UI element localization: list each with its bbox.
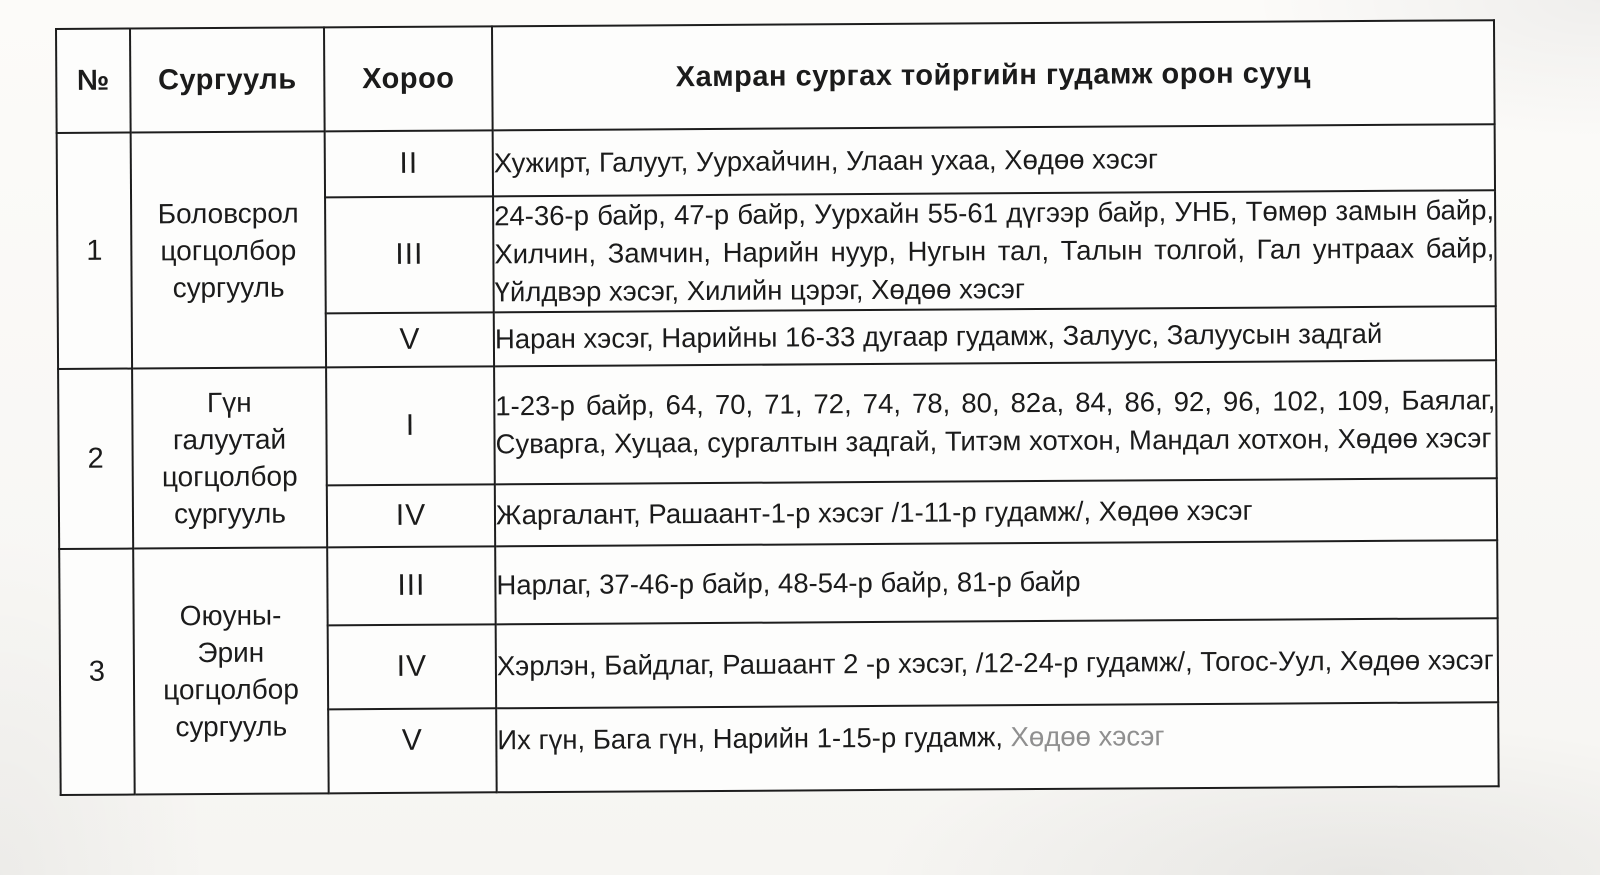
group2-area-2: Жаргалант, Рашаант-1-р хэсэг /1-11-р гуд… bbox=[494, 478, 1498, 547]
group2-school-name: Гүн галуутай цогцолбор сургууль bbox=[132, 367, 328, 549]
group2-area-1: 1-23-р байр, 64, 70, 71, 72, 74, 78, 80,… bbox=[494, 360, 1497, 485]
school-district-table: № Сургууль Хороо Хамран сургах тойргийн … bbox=[55, 19, 1500, 796]
group3-khoroo-2: IV bbox=[327, 624, 497, 710]
group3-area-3-text: Их гүн, Бага гүн, Нарийн 1-15-р гудамж, bbox=[497, 721, 1011, 756]
group3-area-3: Их гүн, Бага гүн, Нарийн 1-15-р гудамж, … bbox=[496, 702, 1499, 793]
group2-khoroo-1: I bbox=[326, 366, 495, 486]
group1-school-name: Боловсрол цогцолбор сургууль bbox=[130, 131, 327, 369]
table-row: 3 Оюуны- Эрин цогцолбор сургууль III Нар… bbox=[59, 540, 1498, 795]
group1-area-1: Хужирт, Галуут, Уурхайчин, Улаан ухаа, Х… bbox=[492, 124, 1496, 197]
group3-area-2: Хэрлэн, Байдлаг, Рашаант 2 -р хэсэг, /12… bbox=[495, 618, 1499, 709]
group2-khoroo-2: IV bbox=[326, 484, 496, 548]
col-header-school: Сургууль bbox=[130, 27, 325, 133]
table-row: 2 Гүн галуутай цогцолбор сургууль I 1-23… bbox=[58, 360, 1497, 549]
group3-khoroo-1: III bbox=[327, 546, 496, 626]
group1-khoroo-3: V bbox=[325, 312, 495, 368]
group1-area-2: 24-36-р байр, 47-р байр, Уурхайн 55-61 д… bbox=[493, 190, 1496, 313]
group1-area-3: Наран хэсэг, Нарийны 16-33 дугаар гудамж… bbox=[493, 306, 1497, 367]
table-row: 1 Боловсрол цогцолбор сургууль II Хужирт… bbox=[56, 124, 1496, 369]
col-header-num: № bbox=[56, 28, 131, 133]
table-header-row: № Сургууль Хороо Хамран сургах тойргийн … bbox=[56, 20, 1495, 133]
group3-area-1: Нарлаг, 37-46-р байр, 48-54-р байр, 81-р… bbox=[495, 540, 1498, 625]
group3-school-name: Оюуны- Эрин цогцолбор сургууль bbox=[133, 547, 329, 795]
group1-number: 1 bbox=[56, 132, 133, 369]
group1-khoroo-1: II bbox=[324, 130, 494, 198]
group3-number: 3 bbox=[59, 548, 135, 795]
group1-khoroo-2: III bbox=[325, 196, 494, 314]
group3-area-3-faded-text: Хөдөө хэсэг bbox=[1010, 720, 1165, 753]
col-header-area: Хамран сургах тойргийн гудамж орон сууц bbox=[491, 20, 1495, 131]
group3-khoroo-3: V bbox=[328, 708, 497, 794]
group2-number: 2 bbox=[58, 368, 134, 549]
school-district-table-wrap: № Сургууль Хороо Хамран сургах тойргийн … bbox=[55, 19, 1500, 796]
col-header-khoroo: Хороо bbox=[324, 26, 493, 132]
